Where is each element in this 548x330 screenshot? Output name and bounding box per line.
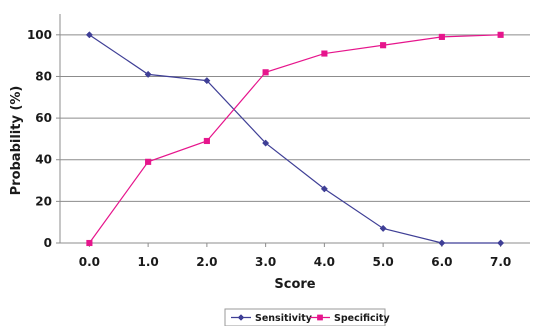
series-line-sensitivity <box>89 34 501 244</box>
series-layer <box>85 31 505 247</box>
y-tick-label: 100 <box>27 28 52 42</box>
data-point-sensitivity <box>85 31 93 39</box>
x-tick-label: 0.0 <box>79 255 100 269</box>
legend-items: Sensitivity Specificity <box>231 313 390 324</box>
data-point-specificity <box>438 33 445 40</box>
data-point-sensitivity <box>379 224 387 232</box>
y-tick-label: 60 <box>35 111 52 125</box>
y-tick-label: 80 <box>35 69 52 83</box>
data-point-specificity <box>262 69 269 76</box>
x-tick-label: 6.0 <box>431 255 452 269</box>
x-axis-title: Score <box>274 277 315 292</box>
legend-marker <box>317 314 323 321</box>
x-tick-label: 7.0 <box>490 255 511 269</box>
y-tick-label: 40 <box>35 153 52 167</box>
data-point-sensitivity <box>262 139 270 147</box>
data-point-specificity <box>497 31 504 38</box>
grid-layer <box>60 34 530 202</box>
x-tick-label: 4.0 <box>314 255 335 269</box>
x-tick-labels: 0.0 1.0 2.0 3.0 4.0 5.0 6.0 7.0 <box>79 243 511 269</box>
x-tick-label: 3.0 <box>255 255 276 269</box>
x-tick-label: 5.0 <box>372 255 393 269</box>
legend-item-specificity: Specificity <box>310 313 390 324</box>
data-point-sensitivity <box>320 185 328 193</box>
legend-label: Sensitivity <box>255 313 313 324</box>
legend-marker <box>237 314 245 321</box>
data-point-specificity <box>203 137 210 145</box>
data-point-sensitivity <box>438 239 446 247</box>
data-point-specificity <box>321 50 328 57</box>
legend-item-sensitivity: Sensitivity <box>231 313 313 324</box>
series-specificity <box>86 31 504 247</box>
data-point-specificity <box>145 158 152 165</box>
data-point-sensitivity <box>497 239 505 247</box>
legend: Sensitivity Specificity <box>224 308 390 327</box>
data-point-sensitivity <box>203 77 211 85</box>
legend-label: Specificity <box>334 313 390 324</box>
y-tick-label: 20 <box>35 194 52 208</box>
x-tick-label: 1.0 <box>137 255 158 269</box>
series-line-specificity <box>88 34 501 244</box>
axes-layer <box>59 14 530 244</box>
series-sensitivity <box>85 31 505 247</box>
data-point-specificity <box>380 42 387 49</box>
y-tick-label: 0 <box>44 236 52 250</box>
x-tick-label: 2.0 <box>196 255 217 269</box>
y-axis-title: Probability (%) <box>9 86 24 196</box>
y-tick-labels: 0 20 40 60 80 100 <box>27 28 60 250</box>
data-point-sensitivity <box>144 70 152 78</box>
data-point-specificity <box>86 239 93 247</box>
